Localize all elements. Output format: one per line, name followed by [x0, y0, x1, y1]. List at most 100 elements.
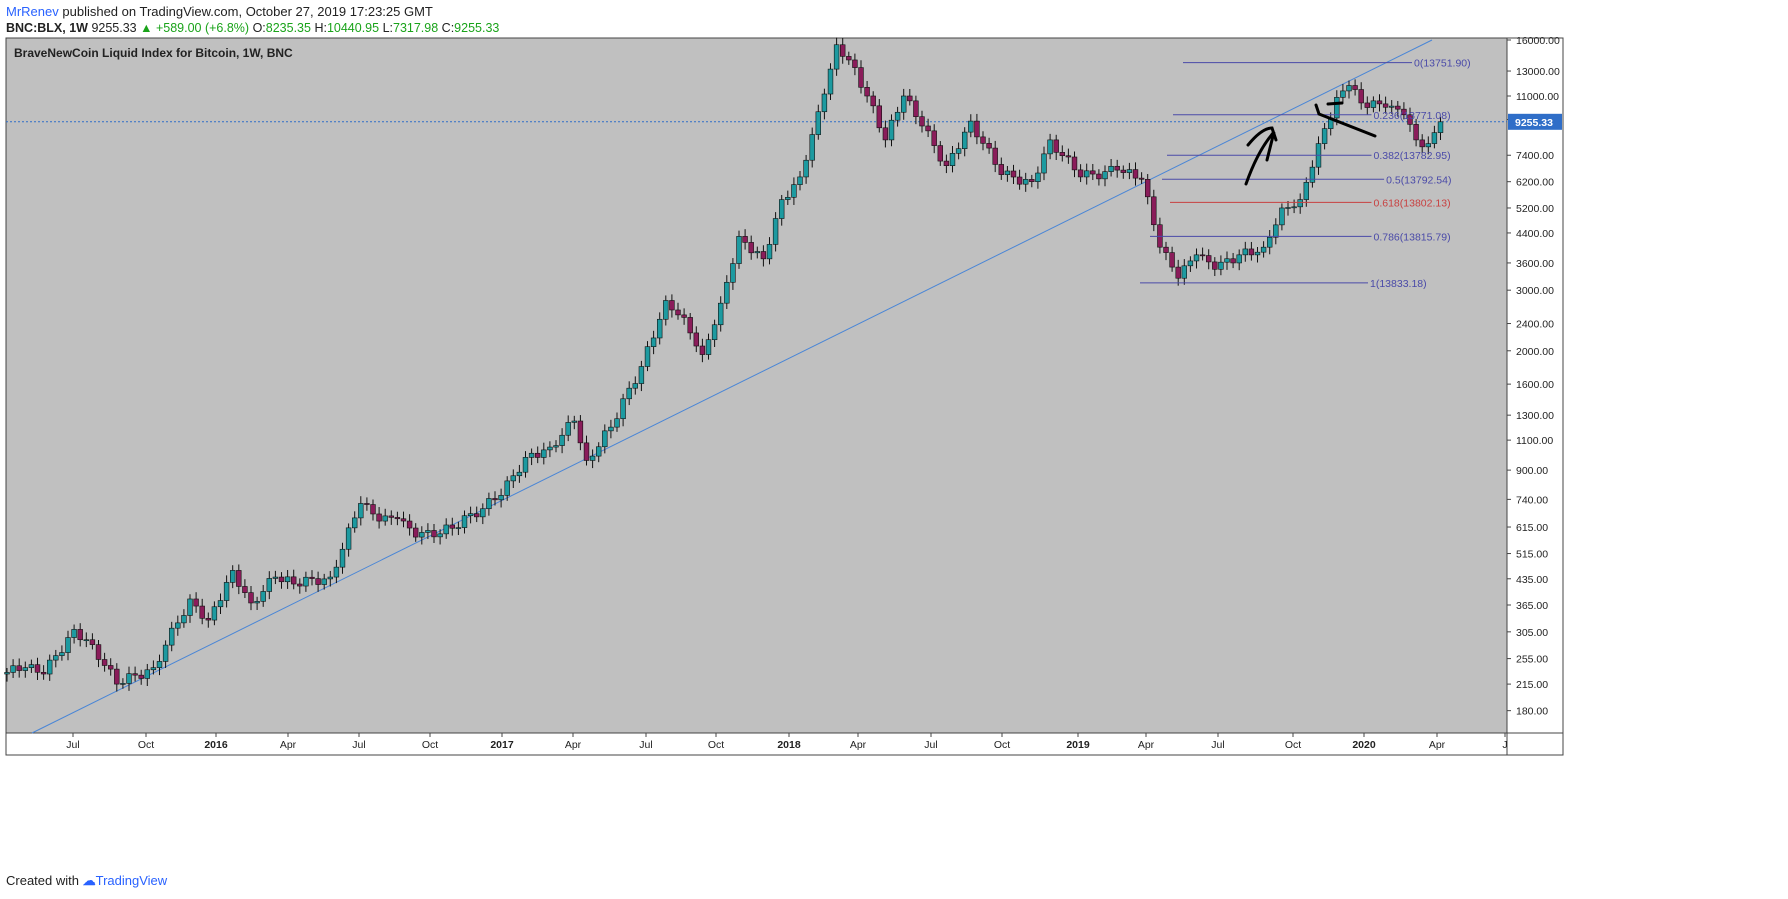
- candle-body: [772, 218, 779, 245]
- candle-body: [46, 659, 53, 675]
- candle-body: [34, 664, 41, 673]
- published-text: published on TradingView.com, October 27…: [62, 4, 433, 19]
- candle-body: [327, 576, 333, 580]
- candle-body: [1120, 169, 1127, 173]
- y-tick-label: 515.00: [1516, 549, 1548, 561]
- candle-body: [742, 236, 748, 243]
- candle-body: [376, 513, 382, 522]
- candle-body: [1273, 224, 1279, 238]
- candle-body: [663, 300, 669, 320]
- candle-body: [382, 515, 388, 522]
- candle-body: [351, 517, 358, 529]
- candle-body: [1138, 177, 1145, 180]
- candle-body: [16, 665, 22, 671]
- candle-body: [1065, 155, 1072, 158]
- candle-body: [870, 95, 876, 107]
- candle-body: [1425, 143, 1432, 148]
- candle-body: [1395, 105, 1401, 110]
- candle-body: [1267, 236, 1273, 248]
- y-tick-label: 6200.00: [1516, 177, 1554, 189]
- candle-body: [260, 591, 266, 602]
- candle-body: [400, 518, 407, 522]
- y-tick-label: 1300.00: [1516, 410, 1554, 422]
- y-tick-label: 2000.00: [1516, 346, 1554, 358]
- candle-body: [10, 665, 16, 673]
- candle-body: [858, 67, 864, 88]
- candle-body: [809, 134, 815, 161]
- candle-body: [193, 598, 199, 607]
- candle-body: [53, 655, 59, 661]
- candle-body: [748, 242, 754, 254]
- x-tick-label: 2019: [1066, 739, 1090, 751]
- candle-body: [785, 197, 791, 200]
- y-tick-label: 5200.00: [1516, 203, 1554, 215]
- candle-body: [571, 420, 578, 423]
- y-tick-label: 740.00: [1516, 494, 1548, 506]
- candle-body: [528, 452, 535, 458]
- candle-body: [144, 669, 150, 679]
- candle-body: [480, 508, 486, 518]
- candle-body: [1077, 169, 1084, 178]
- candle-body: [1254, 251, 1261, 256]
- fib-level-label: 1(13833.18): [1370, 278, 1427, 290]
- x-tick-label: Jul: [66, 739, 79, 751]
- candle-body: [547, 446, 553, 451]
- author-link[interactable]: MrRenev: [6, 4, 59, 19]
- candle-body: [1242, 248, 1249, 256]
- candle-body: [644, 346, 651, 367]
- candle-body: [71, 629, 77, 638]
- candle-body: [974, 120, 980, 138]
- candle-body: [510, 475, 516, 482]
- y-tick-label: 435.00: [1516, 574, 1548, 586]
- candle-body: [1248, 248, 1255, 256]
- candle-body: [425, 530, 431, 533]
- candle-body: [998, 164, 1005, 175]
- tradingview-brand[interactable]: TradingView: [95, 873, 168, 888]
- candle-body: [455, 527, 462, 529]
- y-tick-label: 900.00: [1516, 465, 1548, 477]
- candle-body: [1163, 246, 1169, 253]
- candle-body: [992, 147, 998, 165]
- candle-body: [711, 324, 718, 341]
- candle-body: [388, 515, 394, 518]
- candle-body: [1297, 199, 1303, 208]
- candle-body: [101, 659, 108, 666]
- candle-body: [1102, 171, 1108, 180]
- candle-body: [1047, 139, 1053, 155]
- candle-body: [120, 683, 126, 685]
- candle-body: [333, 566, 340, 578]
- candle-body: [937, 145, 944, 162]
- candle-body: [626, 387, 632, 400]
- symbol-label: BNC:BLX, 1W: [6, 21, 88, 35]
- x-tick-label: Jul: [639, 739, 652, 751]
- candle-body: [705, 339, 712, 355]
- candle-body: [40, 671, 47, 675]
- candle-body: [1029, 179, 1035, 182]
- candle-body: [284, 576, 291, 583]
- candle-body: [1321, 128, 1328, 144]
- candle-body: [467, 513, 474, 517]
- candle-body: [559, 434, 565, 446]
- arrow-up-annotation-2: [1246, 126, 1278, 147]
- candle-body: [412, 527, 419, 538]
- x-tick-label: Oct: [138, 739, 154, 751]
- candle-body: [290, 576, 297, 585]
- x-tick-label: Apr: [1429, 739, 1446, 751]
- candle-body: [504, 480, 510, 496]
- candle-body: [1279, 207, 1285, 226]
- candle-body: [650, 337, 657, 347]
- candle-body: [175, 622, 181, 629]
- candle-body: [473, 513, 480, 518]
- x-tick-label: Jul: [352, 739, 365, 751]
- candle-body: [803, 159, 809, 178]
- candle-body: [864, 87, 870, 97]
- y-tick-label: 180.00: [1516, 706, 1548, 718]
- candle-body: [345, 527, 352, 550]
- candle-body: [156, 661, 163, 668]
- candle-body: [181, 615, 187, 624]
- candle-body: [632, 383, 639, 389]
- tradingview-logo-icon[interactable]: ☁: [82, 873, 96, 888]
- x-tick-label: Oct: [994, 739, 1010, 751]
- candle-body: [1358, 89, 1364, 104]
